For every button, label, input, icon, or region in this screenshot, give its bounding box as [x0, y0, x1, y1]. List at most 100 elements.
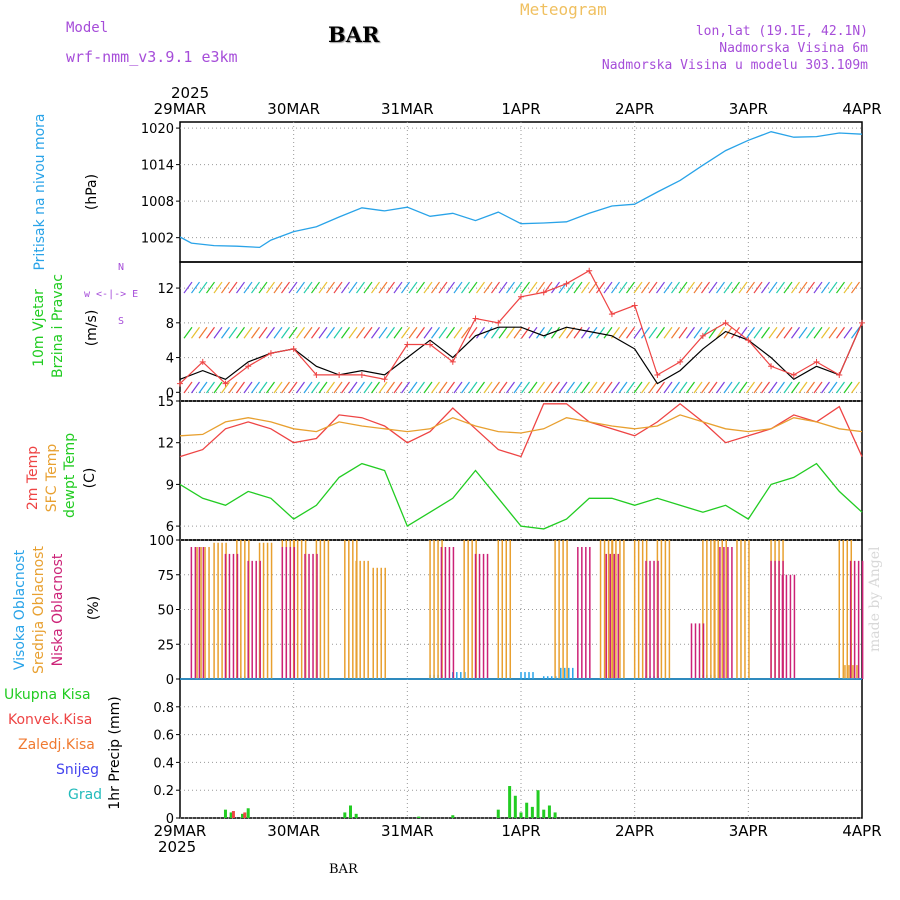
- wind-barb: [573, 281, 583, 294]
- wind-barb: [408, 326, 418, 339]
- wind-gust-marker: [836, 371, 843, 378]
- wind-barb: [506, 326, 515, 339]
- wind-barb: [401, 326, 410, 339]
- wind-barb: [821, 281, 830, 294]
- wind-barb: [333, 326, 343, 339]
- wind-barb: [438, 281, 448, 294]
- x-tick-label-bottom: 2APR: [615, 822, 654, 840]
- wind-barb: [806, 281, 815, 294]
- x-tick-label-bottom: 3APR: [729, 822, 768, 840]
- wind-barb: [236, 326, 245, 339]
- wind-barb: [783, 326, 793, 339]
- wind-barb: [828, 326, 838, 339]
- x-tick-label-bottom: 30MAR: [267, 822, 320, 840]
- wind-barb: [221, 281, 230, 294]
- wind-barb: [386, 281, 395, 294]
- precip-bar-0: [542, 809, 546, 818]
- wind-gust-marker: [518, 293, 524, 300]
- wind-barb: [251, 326, 260, 339]
- footer-station: BAR: [329, 862, 358, 877]
- wind-barb: [468, 381, 478, 394]
- wind-barb: [836, 381, 845, 394]
- wind-barb: [183, 381, 193, 394]
- wind-barb: [813, 381, 823, 394]
- wind-gust-marker: [222, 380, 229, 387]
- wind-barb: [356, 326, 365, 339]
- wind-barb: [603, 326, 613, 339]
- wind-barb: [746, 326, 755, 339]
- wind-barb: [431, 381, 440, 394]
- wind-barb: [573, 326, 583, 339]
- wind-barb: [686, 381, 695, 394]
- wind-barb: [476, 326, 485, 339]
- wind-gust-marker: [358, 371, 365, 378]
- y-tick-label: 100: [149, 534, 174, 549]
- wind-barb: [708, 381, 718, 394]
- wind-barb: [333, 381, 343, 394]
- wind-barb: [341, 381, 350, 394]
- wind-barb: [476, 381, 485, 394]
- precip-bar-0: [354, 813, 358, 818]
- wind-barb: [723, 281, 733, 294]
- wind-barb: [513, 326, 523, 339]
- wind-gust-marker: [495, 319, 502, 326]
- x-tick-label-bottom: 4APR: [842, 822, 881, 840]
- wind-barb: [828, 281, 838, 294]
- wind-barb: [243, 281, 253, 294]
- y-tick-label: 0: [166, 812, 174, 827]
- wind-barb: [596, 326, 605, 339]
- wind-barb: [701, 381, 710, 394]
- wind-gust-marker: [654, 371, 661, 378]
- wind-barb: [588, 381, 598, 394]
- wind-barb: [753, 326, 763, 339]
- wind-barb: [311, 326, 320, 339]
- lonlat-label: lon,lat (19.1E, 42.1N): [695, 24, 868, 39]
- wind-barb: [776, 281, 785, 294]
- wind-barb: [843, 326, 853, 339]
- wind-barb: [408, 281, 418, 294]
- x-tick-label-bottom: 1APR: [501, 822, 540, 840]
- wind-barb: [386, 381, 395, 394]
- wind-barb: [671, 281, 680, 294]
- wind-barb: [626, 281, 635, 294]
- y-tick-label: 6: [166, 520, 174, 535]
- wind-barb: [318, 281, 328, 294]
- precip-bar-0: [451, 815, 455, 818]
- wind-barb: [716, 281, 725, 294]
- x-tick-label-top: 1APR: [501, 100, 540, 118]
- wind-barb: [191, 281, 200, 294]
- x-tick-label-top: 2APR: [615, 100, 654, 118]
- wind-barb: [761, 381, 770, 394]
- wind-barb: [206, 326, 215, 339]
- wind-barb: [213, 281, 223, 294]
- precip-bar-0: [513, 795, 517, 818]
- y-tick-label: 12: [157, 282, 174, 297]
- wind-barb: [528, 381, 538, 394]
- year-top: 2025: [171, 84, 210, 102]
- wind-barb: [663, 281, 673, 294]
- wind-barb: [393, 381, 403, 394]
- wind-barb: [693, 381, 703, 394]
- wind-barb: [363, 326, 373, 339]
- wind-barb: [551, 381, 560, 394]
- wind-barb: [356, 381, 365, 394]
- wind-barb: [453, 281, 463, 294]
- precip-bar-0: [349, 805, 352, 818]
- precip-bar-1: [243, 812, 247, 818]
- y-tick-label: 50: [157, 604, 174, 619]
- precip-bar-0: [508, 786, 512, 818]
- wind-barb: [453, 381, 463, 394]
- wind-barb: [236, 281, 245, 294]
- wind-barb: [573, 381, 583, 394]
- wind-gust-marker: [449, 358, 456, 365]
- wind-barb: [738, 326, 748, 339]
- wind-barb: [618, 281, 628, 294]
- wind-barb: [536, 381, 545, 394]
- x-tick-label-bottom: 29MAR: [154, 822, 207, 840]
- y-tick-label: 0.6: [153, 729, 174, 744]
- wind-barb: [851, 281, 860, 294]
- station-title: BAR: [328, 22, 380, 47]
- wind-barb: [641, 281, 650, 294]
- wind-barb: [558, 381, 568, 394]
- wind-gust-marker: [245, 363, 252, 370]
